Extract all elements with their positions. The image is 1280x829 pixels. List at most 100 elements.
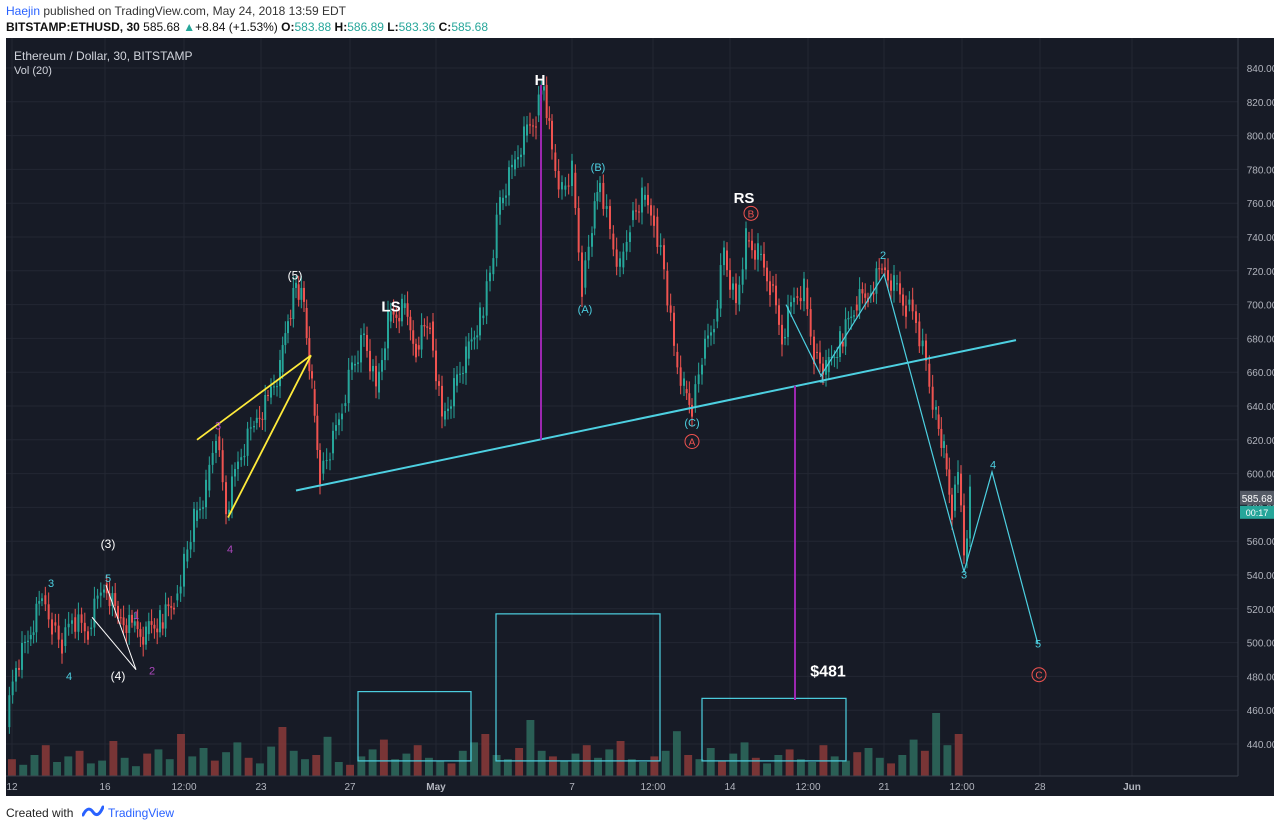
candle-body — [760, 253, 762, 255]
candle-body — [716, 308, 719, 322]
y-tick-label: 660.00 — [1247, 368, 1274, 379]
candle-body — [476, 335, 479, 338]
last-price: 585.68 — [143, 20, 180, 34]
author-link[interactable]: Haejin — [6, 4, 41, 18]
candle-body — [554, 152, 557, 171]
candle-body — [57, 625, 60, 640]
candle-body — [211, 452, 214, 465]
candle-body — [447, 408, 449, 412]
candle-body — [937, 414, 940, 429]
x-tick-label: 21 — [878, 782, 890, 793]
volume-bar — [391, 759, 400, 776]
volume-bar — [887, 763, 895, 776]
symbol-label: BITSTAMP:ETHUSD, 30 — [6, 20, 140, 34]
candle-body — [781, 324, 783, 345]
candle-body — [316, 415, 319, 450]
volume-bar — [447, 763, 456, 776]
candle-body — [679, 367, 682, 386]
volume-bar — [639, 762, 648, 776]
y-tick-label: 760.00 — [1247, 199, 1274, 210]
candle-body — [423, 325, 426, 327]
candle-body — [264, 395, 267, 420]
volume-bar — [458, 750, 467, 776]
candle-body — [289, 318, 292, 320]
countdown-tag-bg — [1240, 505, 1274, 519]
footer: Created with TradingView — [0, 796, 1280, 829]
candle-body — [147, 621, 150, 635]
volume-bar — [864, 748, 873, 776]
candle-body — [864, 293, 867, 298]
candle-body — [732, 283, 734, 290]
candle-body — [511, 164, 513, 168]
x-tick-label: 16 — [99, 782, 111, 793]
highlight-box — [495, 613, 661, 762]
candle-body — [208, 464, 211, 491]
candle-body — [381, 360, 383, 372]
chart-area[interactable]: H LS RS (5) (3) (4) 5 3 4 1 2 3 4 (B) (A) (C) 1 2 3 4 5 $481 A… — [6, 38, 1274, 796]
candle-body — [403, 303, 406, 308]
candle-body — [485, 281, 488, 316]
candle-body — [417, 345, 420, 350]
tradingview-link[interactable]: TradingView — [108, 806, 175, 820]
candle-body — [435, 350, 437, 382]
candle-body — [193, 508, 195, 543]
candle-body — [495, 214, 498, 259]
x-tick-label: 27 — [344, 782, 356, 793]
candle-body — [156, 628, 159, 633]
candle-body — [960, 473, 962, 506]
up-arrow-icon: ▲ — [183, 20, 196, 34]
candle-body — [284, 333, 287, 346]
candle-body — [505, 195, 507, 198]
candle-body — [748, 240, 750, 242]
candle-body — [482, 315, 485, 319]
candle-body — [240, 457, 243, 461]
x-tick-label: May — [426, 782, 446, 793]
candle-body — [41, 598, 43, 602]
wave-label: 2 — [149, 666, 155, 678]
volume-bar — [165, 759, 174, 776]
volume-bar — [8, 759, 16, 776]
candle-body — [609, 206, 611, 230]
candle-body — [308, 338, 311, 372]
candle-body — [875, 268, 878, 294]
candle-body — [799, 297, 802, 302]
candle-body — [8, 695, 11, 728]
candle-body — [787, 306, 789, 337]
candle-body — [605, 206, 608, 209]
volume-bar — [537, 750, 546, 776]
candle-body — [816, 351, 818, 353]
volume-bar — [379, 739, 388, 776]
y-tick-label: 600.00 — [1247, 470, 1274, 481]
volume-label: Vol (20) — [14, 65, 52, 77]
candle-body — [444, 411, 446, 420]
y-tick-label: 840.00 — [1247, 64, 1274, 75]
candle-body — [902, 294, 904, 306]
y-tick-label: 500.00 — [1247, 639, 1274, 650]
volume-bar — [875, 757, 884, 776]
chart-canvas[interactable]: HLSRS(5)(3)(4)5341234(B)(A)(C)12345$481A… — [6, 38, 1274, 796]
candle-body — [574, 172, 577, 209]
wedge-line — [196, 354, 312, 441]
candle-body — [111, 593, 114, 607]
candle-body — [173, 607, 175, 610]
candle-body — [415, 343, 417, 358]
candle-body — [125, 625, 128, 633]
candle-body — [258, 417, 261, 419]
candle-body — [612, 233, 615, 250]
x-tick-label: 23 — [255, 782, 267, 793]
candle-body — [164, 604, 167, 629]
volume-bar — [729, 753, 738, 776]
candle-body — [529, 124, 531, 126]
wave-label: 4 — [990, 460, 996, 472]
countdown-tag: 00:17 — [1246, 508, 1269, 518]
candle-body — [246, 428, 249, 456]
wave-label: 3 — [961, 569, 967, 581]
x-tick-label: 14 — [724, 782, 736, 793]
candle-body — [159, 610, 161, 633]
candle-body — [221, 450, 224, 483]
candle-body — [450, 406, 452, 409]
volume-bar — [932, 713, 941, 776]
candle-body — [243, 455, 246, 458]
candle-body — [87, 631, 89, 640]
candle-body — [915, 311, 917, 324]
